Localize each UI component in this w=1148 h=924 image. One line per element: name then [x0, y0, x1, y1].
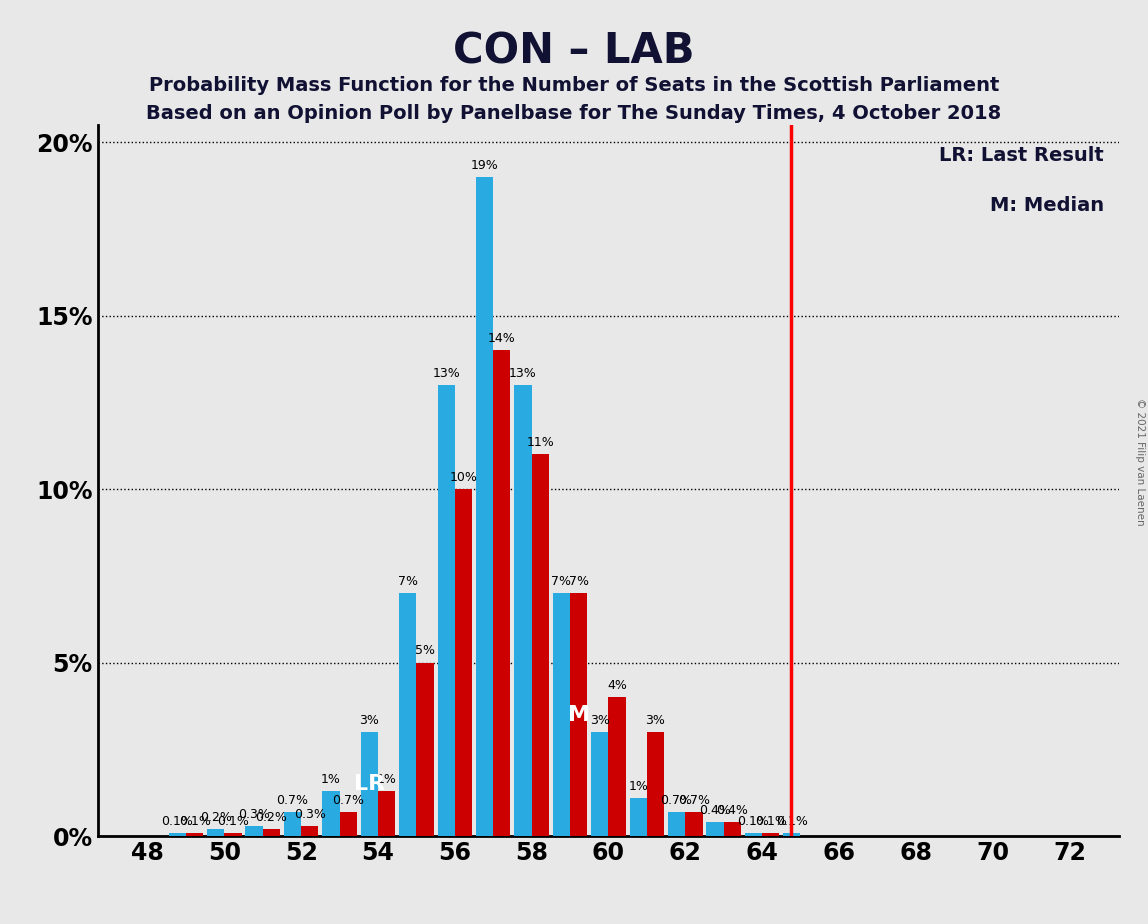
Text: 13%: 13%	[433, 367, 460, 380]
Bar	[301, 826, 318, 836]
Text: 0.4%: 0.4%	[716, 804, 748, 817]
Text: 19%: 19%	[471, 159, 498, 172]
Bar	[762, 833, 779, 836]
Text: 5%: 5%	[416, 644, 435, 658]
Text: © 2021 Filip van Laenen: © 2021 Filip van Laenen	[1135, 398, 1145, 526]
Text: 0.1%: 0.1%	[754, 815, 786, 828]
Bar	[207, 829, 224, 836]
Text: LR: Last Result: LR: Last Result	[939, 146, 1104, 165]
Bar	[646, 732, 665, 836]
Text: 7%: 7%	[551, 575, 572, 588]
Text: 4%: 4%	[607, 679, 627, 692]
Text: 0.1%: 0.1%	[217, 815, 249, 828]
Bar	[629, 798, 646, 836]
Bar	[263, 829, 280, 836]
Text: 0.7%: 0.7%	[332, 794, 364, 807]
Text: Probability Mass Function for the Number of Seats in the Scottish Parliament: Probability Mass Function for the Number…	[149, 76, 999, 95]
Text: 7%: 7%	[568, 575, 589, 588]
Bar	[224, 833, 241, 836]
Text: 0.1%: 0.1%	[162, 815, 193, 828]
Bar	[591, 732, 608, 836]
Bar	[514, 385, 532, 836]
Bar	[608, 698, 626, 836]
Text: 3%: 3%	[590, 714, 610, 727]
Text: 0.7%: 0.7%	[660, 794, 692, 807]
Bar	[360, 732, 378, 836]
Text: M: Median: M: Median	[990, 196, 1104, 215]
Text: CON – LAB: CON – LAB	[453, 30, 695, 72]
Text: 1%: 1%	[321, 772, 341, 786]
Text: LR: LR	[354, 774, 385, 794]
Text: 13%: 13%	[509, 367, 537, 380]
Text: M: M	[567, 705, 590, 724]
Text: Based on an Opinion Poll by Panelbase for The Sunday Times, 4 October 2018: Based on an Opinion Poll by Panelbase fo…	[147, 104, 1001, 124]
Bar	[340, 812, 357, 836]
Bar	[685, 812, 703, 836]
Text: 7%: 7%	[397, 575, 418, 588]
Text: 1%: 1%	[377, 772, 396, 786]
Text: 3%: 3%	[359, 714, 379, 727]
Text: 0.1%: 0.1%	[776, 815, 808, 828]
Bar	[437, 385, 455, 836]
Bar	[783, 833, 800, 836]
Bar	[476, 176, 494, 836]
Text: 0.1%: 0.1%	[179, 815, 210, 828]
Text: 0.2%: 0.2%	[256, 811, 287, 824]
Bar	[552, 593, 571, 836]
Text: 0.4%: 0.4%	[699, 804, 731, 817]
Bar	[284, 812, 301, 836]
Text: 0.2%: 0.2%	[200, 811, 232, 824]
Bar	[323, 791, 340, 836]
Bar	[532, 455, 549, 836]
Text: 0.1%: 0.1%	[737, 815, 769, 828]
Bar	[400, 593, 417, 836]
Bar	[745, 833, 762, 836]
Text: 10%: 10%	[450, 471, 478, 484]
Bar	[723, 822, 740, 836]
Bar	[169, 833, 186, 836]
Bar	[706, 822, 723, 836]
Bar	[378, 791, 395, 836]
Bar	[494, 350, 511, 836]
Bar	[186, 833, 203, 836]
Text: 0.3%: 0.3%	[294, 808, 326, 821]
Text: 0.7%: 0.7%	[678, 794, 709, 807]
Bar	[668, 812, 685, 836]
Text: 11%: 11%	[527, 436, 554, 449]
Bar	[246, 826, 263, 836]
Bar	[571, 593, 588, 836]
Text: 3%: 3%	[645, 714, 666, 727]
Text: 1%: 1%	[628, 780, 649, 793]
Text: 14%: 14%	[488, 332, 515, 346]
Text: 0.3%: 0.3%	[238, 808, 270, 821]
Bar	[417, 663, 434, 836]
Text: 0.7%: 0.7%	[277, 794, 309, 807]
Bar	[455, 489, 472, 836]
